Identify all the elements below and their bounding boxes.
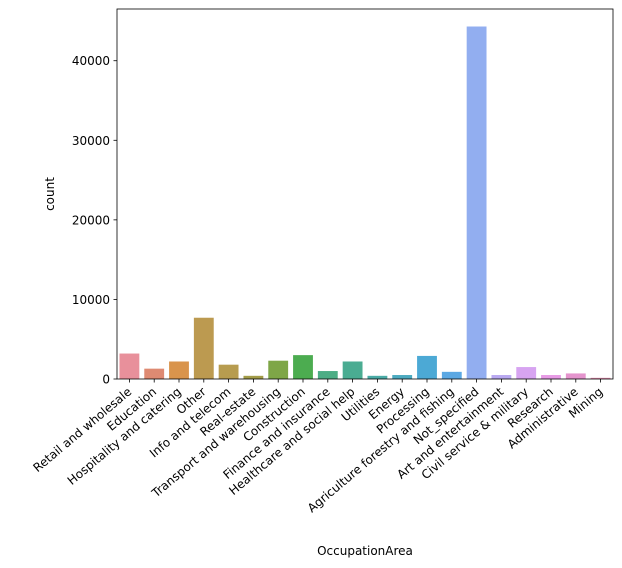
bar-3 [193, 317, 214, 379]
y-tick-label-2: 20000 [72, 213, 110, 227]
y-axis-title: count [43, 177, 57, 211]
bar-19 [590, 377, 611, 379]
bar-17 [541, 375, 561, 379]
plot-area [117, 9, 613, 379]
y-axis: 0 10000 20000 30000 40000 [72, 54, 117, 387]
bar-6 [268, 360, 289, 379]
bar-18 [565, 373, 586, 379]
y-tick-label-1: 10000 [72, 293, 110, 307]
bar-15 [491, 375, 512, 379]
bar-7 [293, 355, 313, 379]
x-axis-title: OccupationArea [317, 544, 413, 558]
bar-10 [367, 375, 388, 379]
bar-16 [516, 367, 537, 379]
bar-13 [441, 371, 462, 379]
y-tick-label-3: 30000 [72, 134, 110, 148]
bar-4 [218, 364, 239, 379]
bar-8 [317, 371, 338, 379]
bar-9 [342, 361, 363, 379]
bar-1 [144, 368, 165, 379]
y-tick-label-4: 40000 [72, 54, 110, 68]
bars [119, 26, 611, 379]
bar-11 [392, 375, 413, 379]
y-tick-label-0: 0 [102, 373, 110, 387]
bar-0 [119, 353, 140, 379]
bar-12 [417, 355, 437, 379]
bar-5 [243, 375, 264, 379]
plot-frame [116, 8, 614, 380]
bar-14 [466, 26, 487, 379]
bar-2 [169, 361, 189, 379]
x-axis: Retail and wholesaleEducationHospitality… [30, 379, 606, 515]
